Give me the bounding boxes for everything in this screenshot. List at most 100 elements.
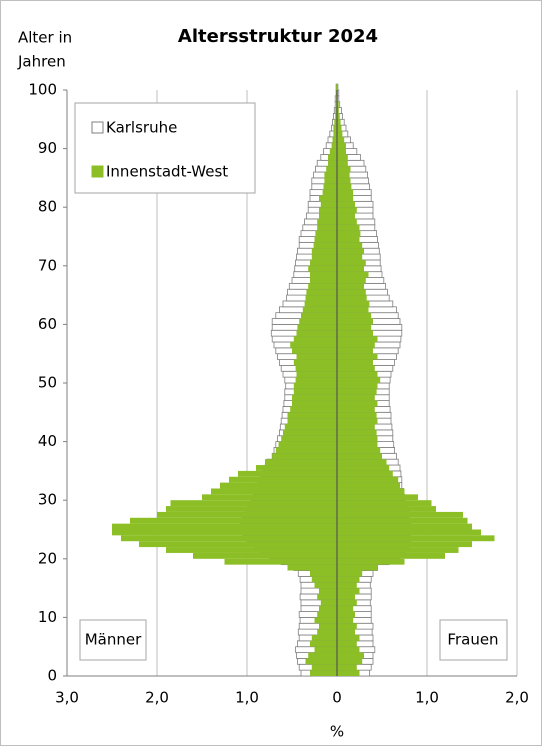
bar	[337, 517, 468, 524]
bar	[320, 599, 337, 606]
bar	[311, 576, 337, 583]
bar	[308, 652, 337, 659]
bar	[337, 300, 370, 307]
bar	[296, 371, 337, 378]
bar	[337, 148, 346, 155]
y-tick-label: 60	[38, 315, 57, 333]
bar	[306, 289, 337, 296]
bar	[319, 195, 337, 202]
bar	[337, 412, 377, 419]
x-tick-label: 1,0	[235, 689, 259, 707]
bar	[310, 259, 337, 266]
bar	[337, 347, 373, 354]
bar	[337, 535, 495, 542]
bar	[326, 166, 337, 173]
bar	[337, 593, 355, 600]
bar	[139, 541, 337, 548]
bar	[337, 541, 472, 548]
y-tick-label: 20	[38, 549, 57, 567]
bar	[337, 646, 360, 653]
bar	[337, 277, 366, 284]
bar	[337, 359, 373, 366]
bar	[337, 605, 354, 612]
y-tick-label: 30	[38, 491, 57, 509]
bar	[319, 588, 337, 594]
bar	[337, 400, 378, 407]
bar	[121, 535, 337, 542]
bar	[337, 195, 354, 202]
bar	[337, 289, 366, 296]
bar	[337, 447, 381, 454]
bar	[334, 119, 337, 126]
legend-swatch	[91, 165, 104, 178]
bar	[224, 558, 337, 565]
bar	[337, 552, 445, 559]
bar	[112, 529, 337, 536]
bar	[337, 570, 363, 577]
y-tick-label: 0	[47, 667, 57, 685]
bar	[337, 125, 342, 132]
y-tick-label: 40	[38, 432, 57, 450]
bar	[317, 629, 337, 635]
bar	[337, 588, 360, 594]
bar	[320, 201, 337, 208]
bar	[329, 148, 337, 155]
bar	[335, 107, 337, 114]
bar	[324, 172, 337, 178]
bar	[238, 470, 337, 477]
x-tick-label: 2,0	[505, 689, 529, 707]
bar	[322, 189, 337, 196]
bar	[310, 640, 337, 647]
bar	[337, 341, 375, 348]
bar	[337, 406, 375, 413]
bar	[302, 306, 337, 313]
bar	[337, 506, 436, 512]
bar	[337, 558, 405, 565]
chart-title: Altersstruktur 2024	[178, 26, 378, 47]
bar	[337, 582, 357, 589]
bar	[337, 500, 432, 507]
bar	[337, 377, 381, 383]
bar	[337, 218, 357, 225]
bar	[170, 500, 337, 507]
bar	[290, 406, 337, 413]
bar	[337, 658, 363, 665]
bar	[337, 295, 367, 301]
bar	[317, 611, 337, 618]
bar	[337, 324, 372, 331]
bar	[337, 236, 360, 243]
bar	[278, 441, 337, 448]
bar	[337, 154, 348, 161]
bar	[293, 383, 337, 389]
bar	[337, 207, 357, 214]
bar	[337, 634, 360, 641]
y-tick-label: 100	[28, 81, 57, 99]
bar	[323, 183, 337, 190]
bar	[319, 213, 337, 219]
bar	[310, 277, 337, 284]
bar	[229, 476, 337, 483]
bar	[337, 388, 377, 395]
bar	[287, 564, 337, 571]
bar	[337, 113, 340, 120]
bar	[337, 306, 369, 313]
bar	[166, 506, 337, 512]
bar	[272, 453, 337, 460]
bar	[299, 318, 337, 325]
annotation-box	[79, 619, 147, 661]
bar	[284, 424, 337, 430]
bar	[308, 265, 337, 272]
bar	[337, 107, 339, 114]
bar	[337, 224, 360, 231]
bar	[305, 658, 337, 665]
bar	[337, 318, 373, 325]
bar	[311, 248, 337, 255]
bar	[319, 623, 337, 630]
bar	[157, 511, 337, 518]
bar	[337, 670, 360, 676]
bar	[293, 359, 337, 366]
bar	[220, 482, 337, 489]
bar	[311, 664, 337, 671]
y-tick-label: 10	[38, 608, 57, 626]
